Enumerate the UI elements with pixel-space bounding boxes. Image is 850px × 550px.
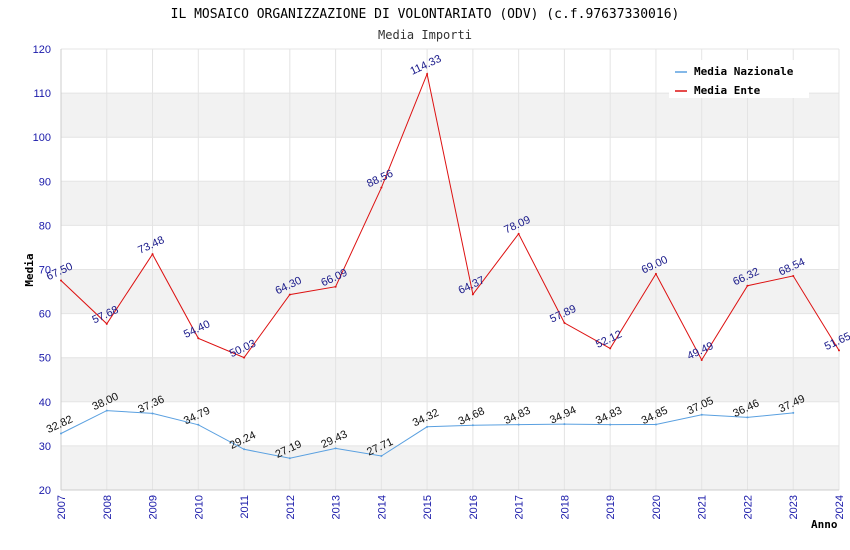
x-tick-label: 2022 (742, 495, 754, 519)
plot-band (61, 445, 839, 490)
x-tick-label: 2020 (651, 495, 663, 519)
data-point (60, 432, 62, 435)
axes (60, 49, 839, 491)
y-tick-label: 80 (39, 220, 51, 232)
x-tick-label: 2017 (514, 495, 526, 519)
chart-subtitle: Media Importi (378, 28, 472, 42)
plot-band (61, 225, 839, 270)
data-point (151, 412, 154, 415)
data-point (197, 423, 200, 426)
data-point (60, 279, 62, 282)
y-tick-label: 30 (39, 441, 51, 453)
data-point (105, 409, 108, 412)
y-tick-label: 110 (33, 88, 51, 100)
x-tick-labels: 2007 2008 2009 2010 2011 2012 2013 2014 2015 2016… (56, 495, 846, 519)
plot-band (61, 313, 839, 358)
data-point (380, 186, 383, 189)
x-tick-label: 2014 (376, 495, 388, 519)
series-line-media-ente (60, 72, 840, 361)
data-point (746, 284, 749, 287)
data-point (334, 285, 337, 288)
data-point (471, 424, 474, 427)
y-tick-label: 120 (33, 44, 51, 56)
data-point (197, 337, 200, 340)
y-tick-labels: 20 30 40 50 60 70 80 90 100 110 120 (33, 44, 51, 497)
y-tick-label: 40 (39, 397, 51, 409)
data-point (288, 457, 291, 460)
plot-background-bands (61, 49, 839, 490)
data-point (700, 358, 703, 361)
plot-band (61, 269, 839, 314)
data-point (838, 349, 840, 352)
y-tick-label: 50 (39, 353, 51, 365)
x-tick-label: 2018 (559, 495, 571, 519)
chart-title: IL MOSAICO ORGANIZZAZIONE DI VOLONTARIAT… (171, 7, 680, 22)
data-point (563, 321, 566, 324)
data-point (654, 423, 657, 426)
y-tick-label: 90 (39, 176, 51, 188)
data-point (243, 448, 246, 451)
data-point (700, 413, 703, 416)
data-point (792, 274, 795, 277)
x-tick-label: 2023 (788, 495, 800, 519)
x-tick-label: 2012 (285, 495, 297, 519)
data-point (380, 454, 383, 457)
plot-band (61, 93, 839, 138)
x-tick-label: 2015 (422, 495, 434, 519)
y-tick-label: 100 (33, 132, 51, 144)
legend-entry-media-nazionale: Media Nazionale (694, 65, 794, 78)
y-tick-label: 60 (39, 309, 51, 321)
data-point (151, 253, 154, 256)
data-point (654, 272, 657, 275)
x-tick-label: 2024 (834, 495, 846, 519)
x-tick-label: 2011 (239, 495, 251, 519)
plot-band (61, 401, 839, 446)
x-tick-label: 2009 (148, 495, 160, 519)
legend: Media Nazionale Media Ente (669, 60, 809, 98)
data-point (746, 416, 749, 419)
y-tick-label: 20 (39, 485, 51, 497)
data-point (609, 347, 612, 350)
data-point (471, 293, 474, 296)
x-tick-label: 2010 (193, 495, 205, 519)
data-point (288, 293, 291, 296)
data-point (517, 232, 520, 235)
x-tick-label: 2021 (697, 495, 709, 519)
x-tick-label: 2016 (468, 495, 480, 519)
x-axis-label: Anno (811, 518, 838, 531)
y-axis-label: Media (23, 253, 36, 286)
series-layer (60, 72, 840, 460)
data-point (609, 423, 612, 426)
legend-entry-media-ente: Media Ente (694, 84, 761, 97)
plot-band (61, 181, 839, 226)
legend-box (669, 60, 809, 98)
data-point (426, 73, 429, 76)
data-point (105, 322, 108, 325)
data-point (426, 425, 429, 428)
data-point (243, 356, 246, 359)
x-tick-label: 2013 (331, 495, 343, 519)
data-point (517, 423, 520, 426)
data-point (334, 447, 337, 450)
x-tick-label: 2019 (605, 495, 617, 519)
x-tick-label: 2007 (56, 495, 68, 519)
plot-band (61, 137, 839, 182)
data-point (563, 423, 566, 426)
y-tick-label: 70 (39, 265, 51, 277)
data-point (792, 411, 795, 414)
plot-band (61, 357, 839, 402)
x-tick-label: 2008 (102, 495, 114, 519)
